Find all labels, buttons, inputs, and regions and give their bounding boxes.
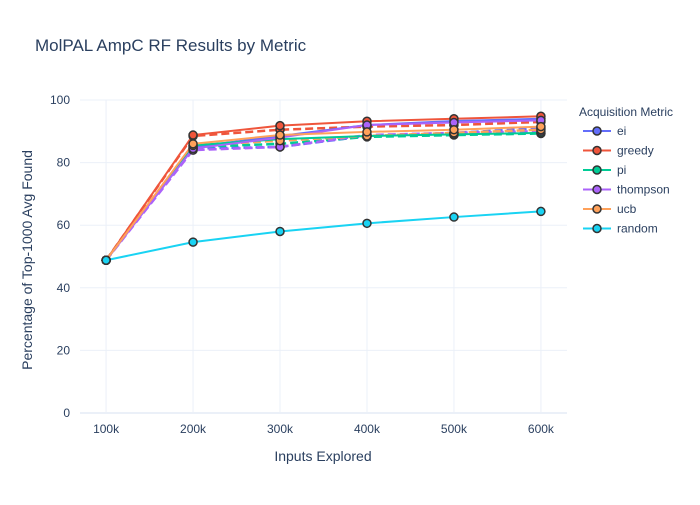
series-line-random: [105, 210, 541, 262]
data-point-greedy: [188, 130, 198, 140]
legend-item-ei[interactable]: ei: [583, 124, 626, 138]
x-tick-label: 300k: [267, 422, 294, 436]
legend-title: Acquisition Metric: [579, 105, 673, 119]
x-tick-label: 100k: [93, 422, 120, 436]
data-point-random: [362, 218, 372, 229]
data-point-random: [449, 212, 459, 222]
y-axis-title: Percentage of Top-1000 Avg Found: [19, 150, 35, 370]
chart-title: MolPAL AmpC RF Results by Metric: [35, 36, 307, 55]
series-markers: [101, 111, 546, 266]
legend-label: greedy: [617, 144, 654, 158]
data-point-ucb: [188, 139, 198, 149]
legend-swatch-marker: [592, 204, 602, 214]
legend-item-greedy[interactable]: greedy: [583, 144, 654, 158]
legend-swatch-marker: [592, 223, 602, 234]
legend-item-pi[interactable]: pi: [583, 163, 626, 177]
legend-swatch-marker: [592, 184, 602, 195]
legend[interactable]: Acquisition Metric ei greedy pi thompson ucb…: [579, 105, 673, 236]
data-point-random: [536, 206, 546, 217]
data-point-ucb: [362, 127, 372, 137]
legend-label: ei: [617, 124, 626, 138]
data-point-ucb: [275, 130, 285, 140]
series-line-ucb: [105, 125, 541, 261]
axes: 0 20 40 60 80 100 100k 200k 300k 400k 500k 600k: [50, 93, 555, 436]
series-lines: [105, 115, 541, 262]
data-point-greedy: [275, 120, 285, 131]
series-line-thompson: [105, 119, 541, 261]
x-tick-label: 200k: [180, 422, 207, 436]
legend-item-ucb[interactable]: ucb: [583, 202, 637, 216]
y-tick-label: 100: [50, 93, 70, 107]
legend-label: pi: [617, 163, 626, 177]
data-point-ucb: [536, 121, 546, 132]
x-axis-title: Inputs Explored: [274, 448, 371, 464]
data-point-ucb: [449, 124, 459, 135]
legend-swatch-marker: [592, 145, 602, 156]
y-tick-label: 0: [63, 406, 70, 420]
legend-label: random: [617, 222, 658, 236]
x-tick-label: 500k: [441, 422, 468, 436]
legend-label: ucb: [617, 202, 637, 216]
legend-swatch-marker: [592, 165, 602, 175]
legend-item-random[interactable]: random: [583, 222, 658, 236]
legend-swatch-marker: [592, 126, 602, 136]
series-line-dashed-thompson: [105, 130, 541, 262]
y-tick-label: 60: [57, 218, 71, 232]
legend-label: thompson: [617, 183, 670, 197]
data-point-random: [101, 255, 111, 266]
y-tick-label: 80: [57, 156, 71, 170]
y-tick-label: 40: [57, 281, 71, 295]
legend-items[interactable]: ei greedy pi thompson ucb random: [583, 124, 670, 236]
x-tick-label: 400k: [354, 422, 381, 436]
series-line-greedy: [105, 115, 541, 261]
data-point-random: [188, 237, 198, 247]
data-point-random: [275, 226, 285, 237]
x-tick-label: 600k: [528, 422, 555, 436]
legend-item-thompson[interactable]: thompson: [583, 183, 670, 197]
y-tick-label: 20: [57, 343, 71, 357]
